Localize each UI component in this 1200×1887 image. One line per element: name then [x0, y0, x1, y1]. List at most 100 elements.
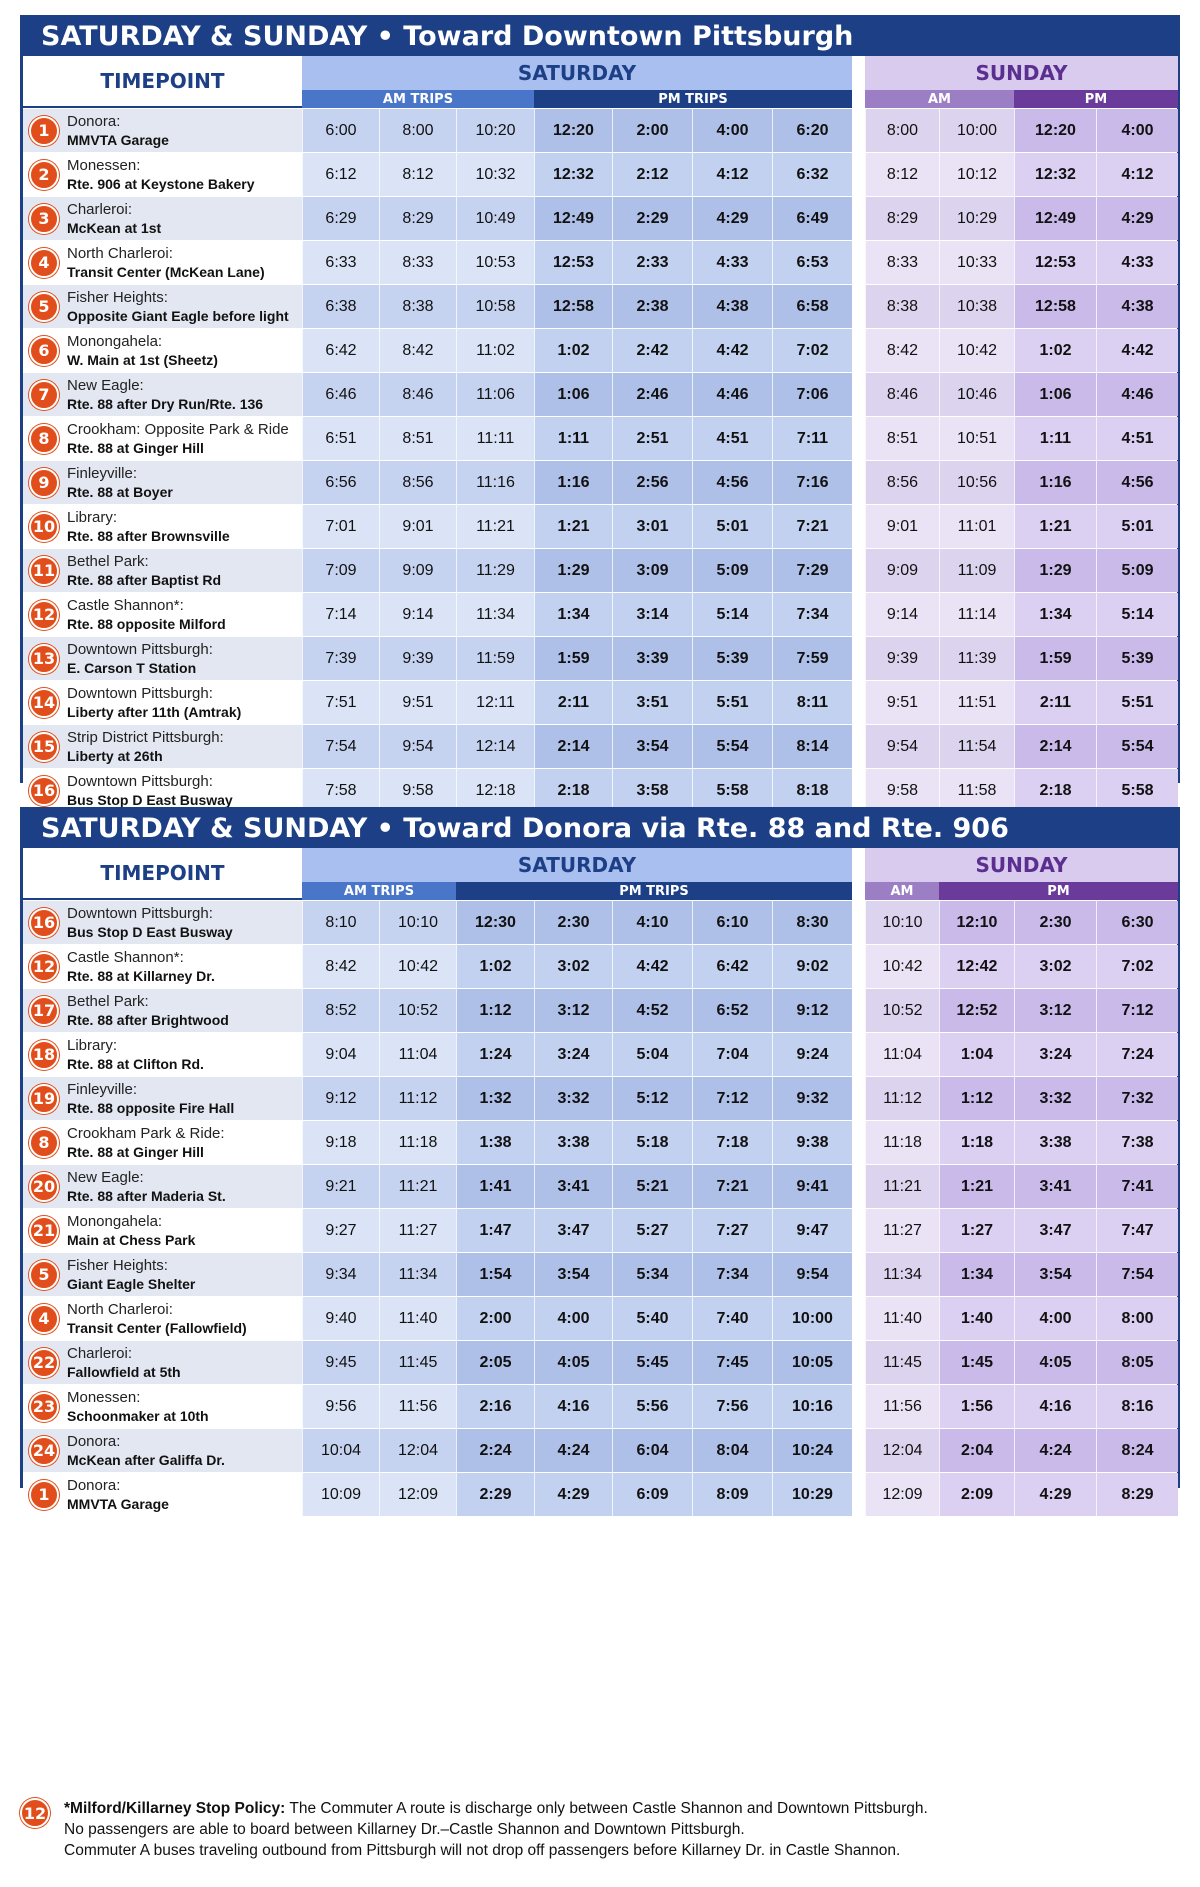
saturday-time-cell: 8:33: [379, 241, 456, 284]
saturday-time-cell: 9:47: [772, 1209, 852, 1252]
saturday-time-cell: 7:45: [692, 1341, 772, 1384]
table-row: 16 Downtown Pittsburgh: Bus Stop D East Bu…: [23, 768, 1178, 812]
sunday-time-cell: 7:24: [1096, 1033, 1178, 1076]
saturday-time-cell: 10:52: [379, 989, 456, 1032]
saturday-time-cell: 8:30: [772, 901, 852, 944]
sunday-time-cell: 10:56: [939, 461, 1014, 504]
sunday-time-cell: 12:32: [1014, 153, 1096, 196]
saturday-time-cell: 6:53: [772, 241, 852, 284]
saturday-time-cell: 5:04: [612, 1033, 692, 1076]
saturday-time-cell: 7:16: [772, 461, 852, 504]
sunday-time-cell: 12:42: [939, 945, 1014, 988]
saturday-time-cell: 7:51: [302, 681, 379, 724]
timepoint-stop: W. Main at 1st (Sheetz): [67, 351, 218, 368]
sunday-time-cell: 11:58: [939, 769, 1014, 812]
sunday-header: SUNDAY: [865, 56, 1178, 90]
saturday-time-cell: 6:12: [302, 153, 379, 196]
timepoint-cell: 7 New Eagle: Rte. 88 after Dry Run/Rte. 13…: [23, 373, 302, 416]
saturday-time-cell: 6:10: [692, 901, 772, 944]
saturday-time-cell: 1:34: [534, 593, 612, 636]
saturday-time-cell: 9:04: [302, 1033, 379, 1076]
sunday-time-cell: 1:06: [1014, 373, 1096, 416]
saturday-time-cell: 8:38: [379, 285, 456, 328]
saturday-time-cell: 9:27: [302, 1209, 379, 1252]
saturday-time-cell: 8:56: [379, 461, 456, 504]
timepoint-badge: 1: [29, 115, 59, 146]
sunday-time-cell: 1:12: [939, 1077, 1014, 1120]
sunday-time-cell: 1:40: [939, 1297, 1014, 1340]
sunday-time-cell: 12:09: [865, 1473, 939, 1516]
sunday-time-cell: 4:29: [1096, 197, 1178, 240]
note-line: No passengers are able to board between …: [64, 1821, 745, 1838]
timepoint-badge: 5: [29, 291, 59, 322]
timepoint-city: North Charleroi:: [67, 244, 173, 262]
sunday-time-cell: 11:27: [865, 1209, 939, 1252]
saturday-am-header: AM TRIPS: [302, 882, 456, 900]
saturday-time-cell: 6:00: [302, 109, 379, 152]
table-row: 1 Donora: MMVTA Garage 6:00 8:00 10:20 12:20 2:…: [23, 108, 1178, 152]
saturday-time-cell: 5:54: [692, 725, 772, 768]
saturday-time-cell: 4:24: [534, 1429, 612, 1472]
saturday-time-cell: 5:09: [692, 549, 772, 592]
saturday-time-cell: 5:51: [692, 681, 772, 724]
saturday-time-cell: 7:34: [692, 1253, 772, 1296]
timepoint-city: North Charleroi:: [67, 1300, 173, 1318]
saturday-time-cell: 7:14: [302, 593, 379, 636]
saturday-time-cell: 6:33: [302, 241, 379, 284]
table-row: 7 New Eagle: Rte. 88 after Dry Run/Rte. 13…: [23, 372, 1178, 416]
sunday-time-cell: 5:14: [1096, 593, 1178, 636]
sunday-time-cell: 8:51: [865, 417, 939, 460]
timepoint-cell: 9 Finleyville: Rte. 88 at Boyer: [23, 461, 302, 504]
saturday-time-cell: 8:52: [302, 989, 379, 1032]
saturday-time-cell: 11:21: [456, 505, 534, 548]
saturday-time-cell: 7:09: [302, 549, 379, 592]
timepoint-city: Monongahela:: [67, 1212, 163, 1230]
sunday-time-cell: 8:38: [865, 285, 939, 328]
saturday-time-cell: 1:59: [534, 637, 612, 680]
timepoint-badge: 22: [29, 1347, 59, 1378]
saturday-time-cell: 12:04: [379, 1429, 456, 1472]
saturday-time-cell: 12:32: [534, 153, 612, 196]
timepoint-stop: Opposite Giant Eagle before light: [67, 307, 289, 324]
timepoint-city: Donora:: [67, 1432, 121, 1450]
sunday-time-cell: 10:42: [939, 329, 1014, 372]
sunday-am-header: AM: [865, 90, 1014, 108]
saturday-time-cell: 12:53: [534, 241, 612, 284]
timepoint-cell: 4 North Charleroi: Transit Center (Fallowf…: [23, 1297, 302, 1340]
sunday-time-cell: 10:51: [939, 417, 1014, 460]
sunday-time-cell: 1:16: [1014, 461, 1096, 504]
timepoint-city: New Eagle:: [67, 1168, 144, 1186]
saturday-time-cell: 7:11: [772, 417, 852, 460]
sunday-time-cell: 1:11: [1014, 417, 1096, 460]
sunday-time-cell: 2:30: [1014, 901, 1096, 944]
timepoint-cell: 10 Library: Rte. 88 after Brownsville: [23, 505, 302, 548]
sunday-time-cell: 9:14: [865, 593, 939, 636]
saturday-time-cell: 2:46: [612, 373, 692, 416]
saturday-pm-header: PM TRIPS: [534, 90, 852, 108]
saturday-pm-header: PM TRIPS: [456, 882, 852, 900]
sunday-time-cell: 10:42: [865, 945, 939, 988]
saturday-time-cell: 9:02: [772, 945, 852, 988]
saturday-time-cell: 9:32: [772, 1077, 852, 1120]
saturday-time-cell: 12:11: [456, 681, 534, 724]
saturday-time-cell: 5:58: [692, 769, 772, 812]
timepoint-cell: 21 Monongahela: Main at Chess Park: [23, 1209, 302, 1252]
timepoint-stop: Rte. 88 after Brownsville: [67, 527, 230, 544]
saturday-time-cell: 3:14: [612, 593, 692, 636]
timepoint-badge: 12: [20, 1798, 50, 1828]
saturday-time-cell: 6:58: [772, 285, 852, 328]
saturday-time-cell: 11:27: [379, 1209, 456, 1252]
saturday-time-cell: 7:21: [692, 1165, 772, 1208]
timepoint-city: Monongahela:: [67, 332, 163, 350]
timepoint-badge: 12: [29, 951, 59, 982]
timepoint-cell: 8 Crookham: Opposite Park & Ride Rte. 88 a…: [23, 417, 302, 460]
saturday-time-cell: 7:27: [692, 1209, 772, 1252]
saturday-time-cell: 6:20: [772, 109, 852, 152]
sunday-time-cell: 9:54: [865, 725, 939, 768]
sunday-time-cell: 4:29: [1014, 1473, 1096, 1516]
saturday-time-cell: 1:11: [534, 417, 612, 460]
saturday-time-cell: 11:45: [379, 1341, 456, 1384]
sunday-time-cell: 7:54: [1096, 1253, 1178, 1296]
timepoint-badge: 8: [29, 1127, 59, 1158]
sunday-time-cell: 11:18: [865, 1121, 939, 1164]
